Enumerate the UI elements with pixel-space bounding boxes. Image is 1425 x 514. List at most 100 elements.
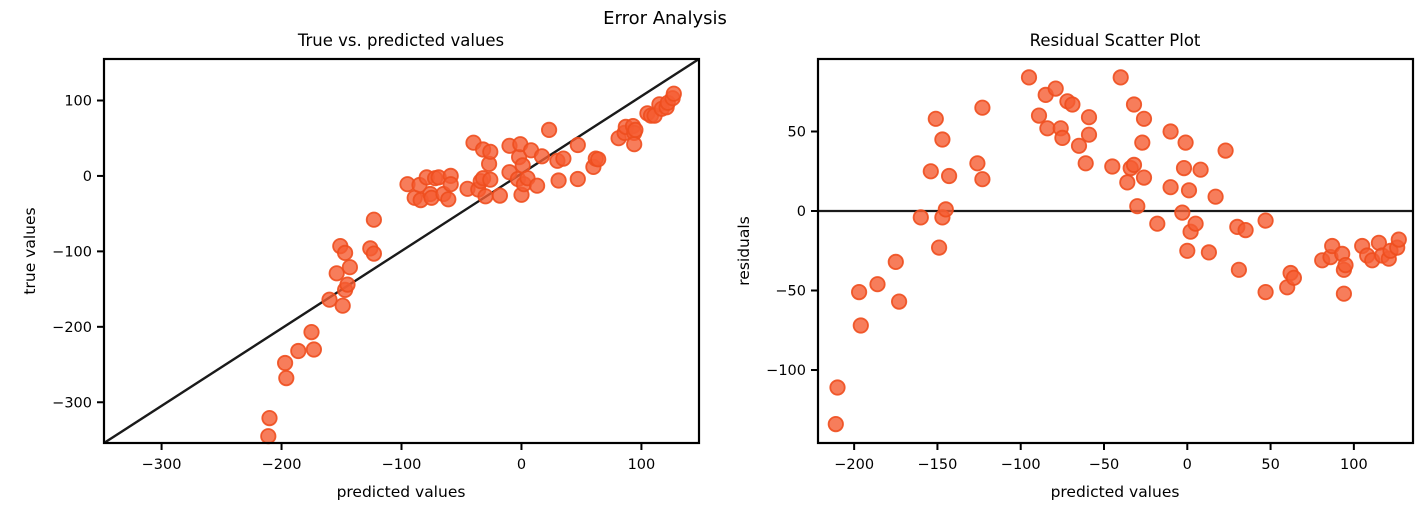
- scatter-point: [569, 170, 586, 188]
- scatter-point: [912, 209, 929, 226]
- x-tick-label: 0: [1183, 457, 1192, 473]
- x-tick-label: −200: [834, 457, 874, 473]
- scatter-point: [260, 428, 277, 445]
- scatter-point: [1179, 242, 1196, 259]
- y-tick-label: 0: [83, 169, 92, 185]
- scatter-point: [934, 131, 951, 148]
- scatter-point: [321, 291, 338, 308]
- axes-spines: [816, 57, 1415, 445]
- x-tick-label: 100: [1340, 457, 1368, 473]
- scatter-point: [829, 379, 846, 396]
- scatter-point: [1162, 123, 1179, 140]
- scatter-point: [974, 99, 991, 116]
- figure-title: Error Analysis: [603, 8, 727, 29]
- scatter-point: [1390, 231, 1407, 248]
- right-plot-title: Residual Scatter Plot: [1029, 31, 1201, 50]
- scatter-point: [1200, 244, 1218, 261]
- x-tick-label: −100: [382, 457, 422, 473]
- scatter-point: [1064, 96, 1081, 113]
- y-tick-label: 100: [64, 93, 92, 109]
- y-tick-label: −300: [52, 395, 92, 411]
- scatter-point: [937, 201, 954, 218]
- scatter-point: [969, 155, 986, 172]
- scatter-point: [1257, 212, 1274, 229]
- scatter-point: [365, 211, 382, 228]
- scatter-point: [940, 167, 958, 185]
- scatter-point: [336, 244, 354, 261]
- scatter-point: [850, 283, 868, 301]
- x-tick-label: −150: [918, 457, 958, 473]
- left-plot-xlabel: predicted values: [336, 483, 466, 501]
- scatter-point: [1237, 222, 1254, 239]
- scatter-point: [1180, 182, 1198, 199]
- scatter-point: [1134, 134, 1151, 151]
- scatter-point: [1030, 107, 1048, 124]
- x-tick-label: −200: [262, 457, 302, 473]
- y-tick-label: −200: [52, 320, 92, 336]
- scatter-point: [1039, 120, 1056, 137]
- left-plot-title: True vs. predicted values: [297, 31, 505, 50]
- scatter-point: [1174, 204, 1191, 221]
- scatter-point: [1337, 256, 1354, 274]
- scatter-point: [1257, 283, 1274, 301]
- scatter-point: [1175, 160, 1193, 177]
- scatter-point: [1112, 69, 1129, 86]
- scatter-point: [1335, 285, 1353, 302]
- scatter-point: [276, 354, 294, 372]
- scatter-point: [1177, 134, 1194, 151]
- x-tick-label: 0: [517, 457, 526, 473]
- scatter-point: [1129, 198, 1146, 215]
- scatter-point: [540, 121, 558, 138]
- x-tick-label: −300: [142, 457, 182, 473]
- scatter-point: [1070, 137, 1088, 154]
- scatter-point: [278, 369, 295, 387]
- scatter-point: [827, 415, 844, 433]
- scatter-point: [590, 151, 607, 168]
- scatter-point: [1054, 129, 1071, 146]
- scatter-point: [442, 176, 459, 193]
- y-tick-label: 0: [797, 204, 806, 220]
- scatter-point: [528, 177, 546, 194]
- scatter-point: [1119, 174, 1136, 191]
- scatter-point: [1047, 80, 1064, 97]
- scatter-point: [1285, 269, 1303, 286]
- scatter-point: [261, 409, 278, 427]
- scatter-point: [1125, 156, 1143, 173]
- scatter-point: [482, 143, 499, 160]
- scatter-point: [290, 342, 307, 360]
- scatter-point: [550, 172, 567, 189]
- y-tick-label: −50: [775, 284, 806, 300]
- scatter-point: [555, 150, 572, 167]
- scatter-point: [482, 171, 499, 188]
- scatter-point: [1207, 188, 1224, 205]
- scatter-point: [305, 341, 322, 358]
- scatter-point: [533, 148, 551, 165]
- scatter-point: [440, 191, 457, 208]
- scatter-point: [303, 323, 320, 341]
- scatter-point: [365, 245, 382, 262]
- scatter-point: [491, 187, 508, 204]
- scatter-point: [927, 110, 944, 127]
- x-tick-label: 100: [628, 457, 656, 473]
- x-tick-label: −100: [1001, 457, 1041, 473]
- scatter-point: [339, 276, 356, 293]
- scatter-point: [1230, 261, 1248, 278]
- scatter-point: [1080, 126, 1098, 143]
- scatter-point: [852, 317, 869, 334]
- scatter-point: [890, 293, 908, 310]
- identity-line: [103, 57, 700, 445]
- scatter-point: [1162, 179, 1179, 196]
- scatter-point: [334, 297, 351, 314]
- scatter-point: [974, 171, 991, 188]
- scatter-point: [627, 121, 644, 138]
- right-plot-xlabel: predicted values: [1050, 483, 1180, 501]
- scatter-point: [1187, 215, 1204, 232]
- scatter-point: [1149, 215, 1166, 232]
- scatter-point: [477, 188, 494, 205]
- scatter-point: [569, 136, 586, 154]
- x-tick-label: −50: [1089, 457, 1120, 473]
- scatter-point: [922, 163, 939, 180]
- scatter-point: [1217, 142, 1234, 159]
